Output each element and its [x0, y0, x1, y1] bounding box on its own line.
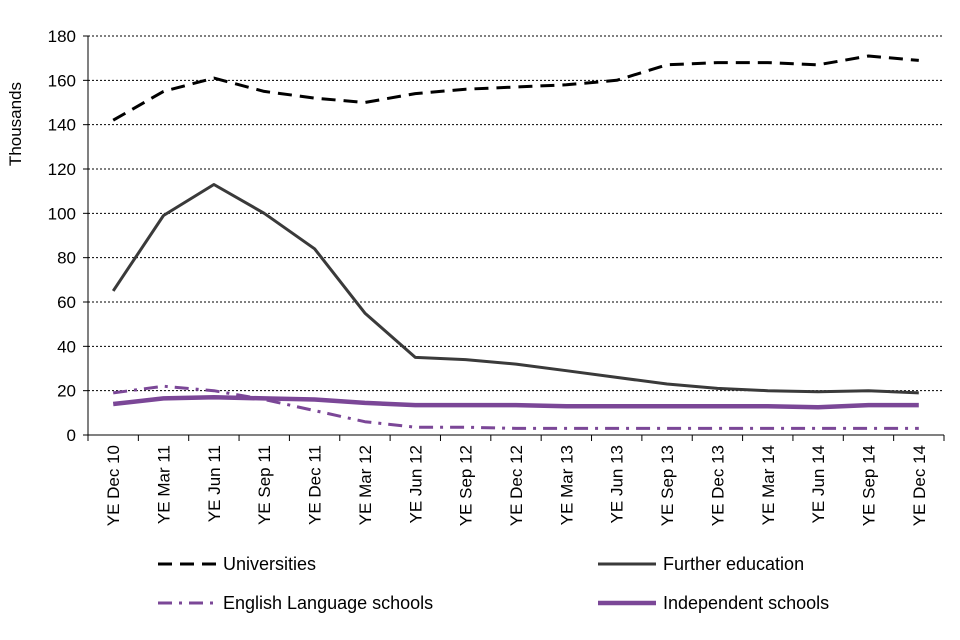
x-tick-label: YE Jun 12: [406, 445, 425, 523]
y-axis-label: Thousands: [6, 82, 25, 166]
grid-lines: [88, 35, 944, 392]
legend-label-further-education: Further education: [663, 554, 804, 574]
y-tick-label: 60: [57, 293, 76, 312]
y-tick-label: 20: [57, 382, 76, 401]
x-tick-label: YE Dec 14: [910, 445, 929, 526]
y-tick-label: 80: [57, 249, 76, 268]
y-tick-label: 100: [48, 204, 76, 223]
axes: [87, 36, 944, 436]
y-axis-ticks: 0 20 40 60 80 100 120 140 160 180: [48, 27, 88, 445]
x-tick-label: YE Dec 10: [104, 445, 123, 526]
y-tick-label: 140: [48, 116, 76, 135]
y-tick-label: 40: [57, 337, 76, 356]
series-line-further-education: [111, 183, 919, 395]
x-tick-label: YE Sep 14: [859, 445, 878, 526]
y-tick-label: 180: [48, 27, 76, 46]
series-lines: [111, 54, 919, 430]
x-tick-label: YE Jun 13: [608, 445, 627, 523]
x-tick-label: YE Sep 11: [255, 445, 274, 525]
x-tick-label: YE Mar 14: [759, 445, 778, 525]
y-tick-label: 120: [48, 160, 76, 179]
x-tick-label: YE Dec 12: [507, 445, 526, 526]
series-line-universities: [112, 54, 919, 122]
legend-label-english-language-schools: English Language schools: [223, 593, 433, 613]
legend-label-independent-schools: Independent schools: [663, 593, 829, 613]
series-line-independent-schools: [112, 395, 919, 410]
y-tick-label: 160: [48, 71, 76, 90]
x-tick-label: YE Jun 11: [205, 445, 224, 522]
x-tick-label: YE Dec 13: [708, 445, 727, 526]
x-tick-label: YE Jun 14: [809, 445, 828, 523]
x-tick-label: YE Mar 13: [557, 445, 576, 525]
x-tick-label: YE Sep 12: [457, 445, 476, 526]
legend-label-universities: Universities: [223, 554, 316, 574]
y-tick-label: 0: [67, 426, 76, 445]
x-tick-label: YE Dec 11: [306, 445, 325, 525]
legend: Universities Further education English Lan…: [158, 554, 829, 613]
x-axis-ticks: YE Dec 10 YE Mar 11 YE Jun 11 YE Sep 11 YE D…: [87, 435, 945, 526]
x-tick-label: YE Sep 13: [658, 445, 677, 526]
x-tick-label: YE Mar 12: [356, 445, 375, 525]
x-tick-label: YE Mar 11: [155, 445, 174, 524]
